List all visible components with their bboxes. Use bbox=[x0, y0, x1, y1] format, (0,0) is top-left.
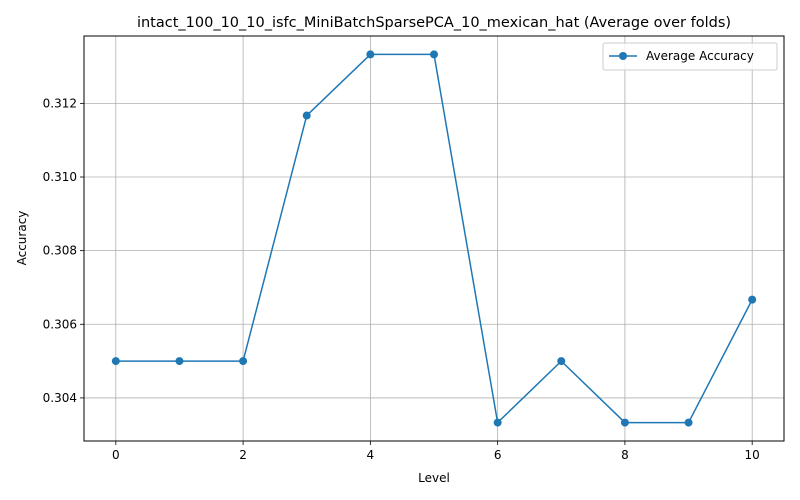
data-point bbox=[366, 50, 375, 59]
x-tick-label: 10 bbox=[745, 448, 760, 462]
legend-label: Average Accuracy bbox=[646, 49, 754, 63]
legend-marker-swatch bbox=[619, 52, 627, 60]
x-axis-label: Level bbox=[418, 471, 450, 485]
data-point bbox=[684, 418, 693, 427]
data-point bbox=[302, 111, 311, 120]
axes: 0 2 4 6 8 10 0.304 0.306 0.308 0.310 0.312 bbox=[43, 96, 760, 462]
series-layer bbox=[111, 50, 757, 427]
grid-lines bbox=[84, 36, 784, 441]
x-tick-label: 8 bbox=[621, 448, 629, 462]
legend-box bbox=[602, 42, 778, 71]
y-tick-label: 0.304 bbox=[43, 391, 77, 405]
data-point bbox=[175, 357, 184, 366]
data-point bbox=[493, 418, 502, 427]
data-point bbox=[430, 50, 438, 59]
data-point bbox=[557, 357, 566, 366]
plot-frame bbox=[83, 35, 785, 442]
y-tick-label: 0.312 bbox=[43, 96, 77, 110]
data-point bbox=[748, 295, 757, 304]
y-tick-label: 0.310 bbox=[43, 170, 77, 184]
x-tick-label: 4 bbox=[367, 448, 375, 462]
y-tick-label: 0.306 bbox=[43, 317, 77, 331]
y-tick-label: 0.308 bbox=[43, 244, 77, 258]
x-tick-label: 0 bbox=[112, 448, 120, 462]
data-point bbox=[111, 357, 120, 366]
data-point bbox=[239, 357, 248, 366]
legend: Average Accuracy bbox=[602, 42, 778, 71]
y-axis-label: Accuracy bbox=[15, 211, 29, 266]
x-tick-label: 2 bbox=[239, 448, 247, 462]
x-tick-label: 6 bbox=[494, 448, 502, 462]
chart-title: intact_100_10_10_isfc_MiniBatchSparsePCA… bbox=[137, 15, 731, 31]
data-point bbox=[620, 418, 629, 427]
